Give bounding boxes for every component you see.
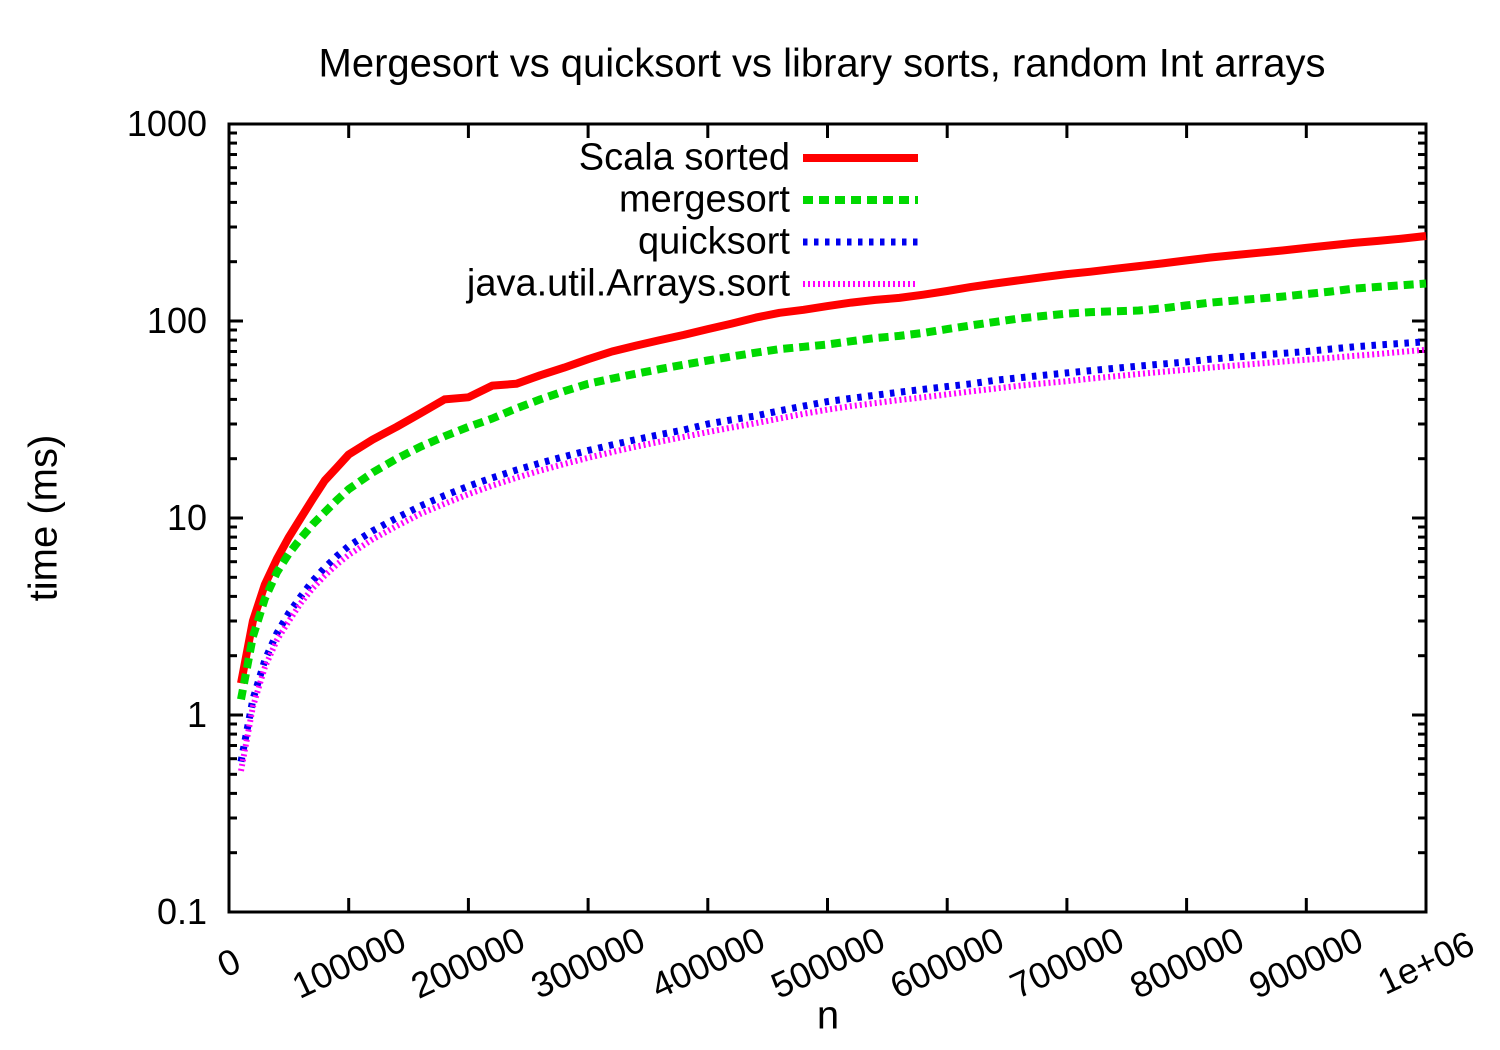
series-line-scala-sorted [237,232,1427,684]
y-tick-label: 1000 [126,103,207,144]
series-line-mergesort [237,279,1427,701]
y-tick-label: 1 [186,694,207,735]
chart-title: Mergesort vs quicksort vs library sorts,… [318,41,1326,86]
y-tick-label: 10 [166,497,207,538]
y-tick-label: 0.1 [156,891,207,932]
legend-label-scala-sorted: Scala sorted [578,136,790,179]
x-axis-label: n [816,993,840,1038]
legend-label-mergesort: mergesort [618,178,790,221]
y-tick-label: 100 [146,300,207,341]
series-line-quicksort [237,338,1427,763]
legend-label-quicksort: quicksort [637,220,790,263]
legend-label-java-util-arrays-sort: java.util.Arrays.sort [466,262,790,305]
